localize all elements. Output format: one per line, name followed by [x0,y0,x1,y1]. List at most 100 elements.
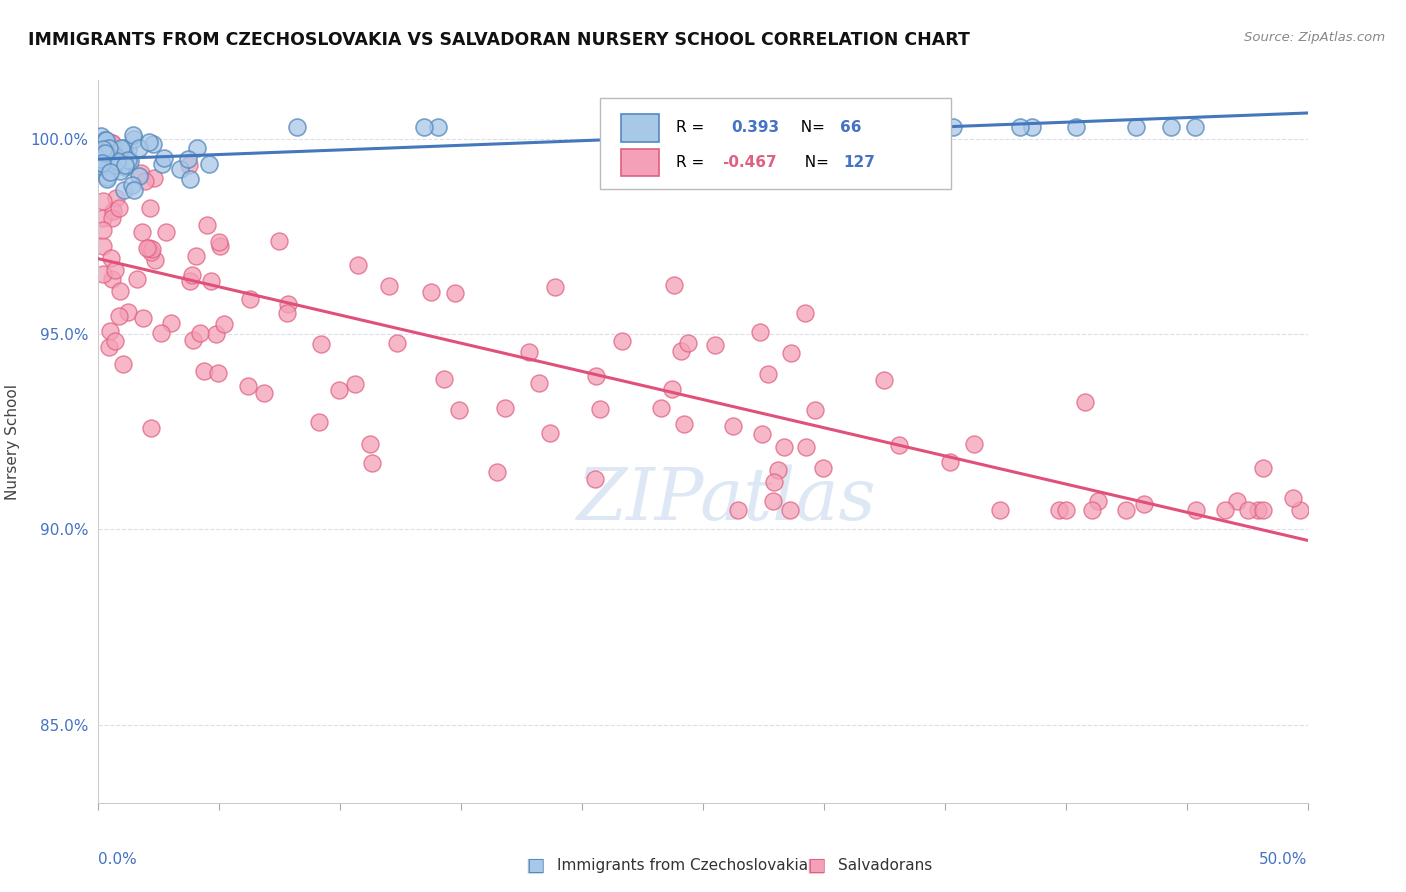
Point [101,211,124,225]
Point [963,437,986,451]
Point [142,137,165,152]
Point [122,132,145,146]
Point [177,158,200,172]
Point [108,201,131,215]
Point [112,182,135,196]
Point [90,152,112,166]
Text: R =: R = [676,120,710,136]
Point [121,178,143,192]
Point [1226,494,1249,508]
Point [134,174,156,188]
Point [768,463,790,477]
Point [1087,493,1109,508]
Point [585,369,607,384]
Point [179,274,201,288]
Point [90,159,112,173]
Point [139,421,162,435]
Text: 0.393: 0.393 [731,120,779,136]
Point [1133,497,1156,511]
Point [612,334,634,348]
Point [1213,503,1236,517]
Point [1251,503,1274,517]
Point [195,218,218,232]
Point [93,153,115,167]
Point [91,156,114,170]
Point [150,156,173,170]
Point [852,120,875,135]
Point [176,152,198,166]
Point [193,364,215,378]
Point [111,357,134,371]
Point [804,403,827,417]
Point [121,128,143,142]
Point [128,141,150,155]
Point [108,310,131,324]
Text: Salvadorans: Salvadorans [838,858,932,872]
Point [152,152,174,166]
Point [91,142,114,156]
Point [419,285,441,299]
Point [811,461,834,475]
Point [100,252,122,266]
Point [131,225,153,239]
Point [1282,491,1305,506]
Point [1021,120,1043,135]
Point [112,141,135,155]
Point [101,157,124,171]
Point [98,165,121,179]
Point [887,438,910,452]
Point [91,223,114,237]
Point [942,120,965,135]
Point [783,120,806,135]
Point [749,325,772,339]
Text: R =: R = [676,155,710,170]
Point [91,211,114,225]
Point [253,385,276,400]
Point [90,128,112,143]
Point [114,158,136,172]
Y-axis label: Nursery School: Nursery School [4,384,20,500]
Point [519,345,541,359]
Point [238,293,260,307]
Point [704,337,727,351]
Point [538,426,561,441]
Point [613,120,636,135]
Point [114,161,136,175]
Point [1054,503,1077,517]
Point [267,234,290,248]
Text: 66: 66 [839,120,860,136]
Point [117,304,139,318]
Text: N=: N= [794,155,834,170]
Point [97,141,120,155]
Point [108,284,131,298]
Point [413,120,436,135]
Point [103,149,125,163]
Point [1064,120,1087,135]
Point [96,161,118,176]
Point [96,159,118,173]
Point [96,169,118,184]
Point [494,401,516,415]
Point [758,368,780,382]
Point [104,263,127,277]
Point [794,440,817,454]
Text: 50.0%: 50.0% [1260,852,1308,867]
Point [186,141,208,155]
Point [721,419,744,434]
Text: 0.0%: 0.0% [98,852,138,867]
Point [1185,503,1208,517]
Point [780,346,803,360]
Point [186,249,208,263]
Text: Immigrants from Czechoslovakia: Immigrants from Czechoslovakia [557,858,808,872]
Point [169,161,191,176]
Point [104,154,127,169]
Text: □: □ [807,855,827,875]
Point [104,191,127,205]
Text: ZIPatlas: ZIPatlas [578,464,877,534]
Point [208,239,231,253]
Point [97,141,120,155]
Point [544,280,567,294]
Point [343,377,366,392]
Point [128,169,150,183]
Point [751,426,773,441]
